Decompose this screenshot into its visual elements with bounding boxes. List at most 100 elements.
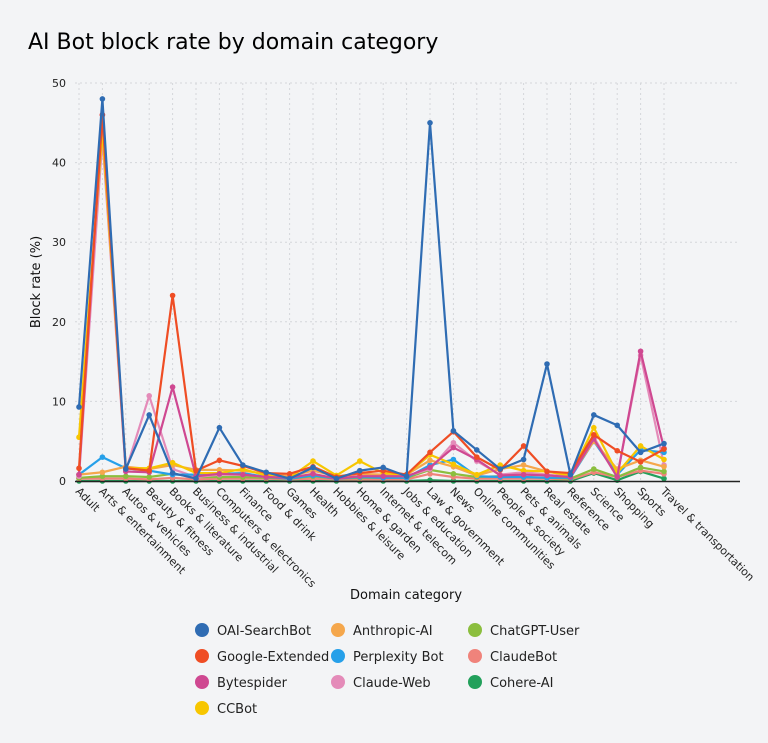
data-point [76, 404, 82, 410]
legend-marker [195, 701, 209, 715]
legend-item[interactable]: OAI-SearchBot [195, 623, 311, 639]
data-point [240, 462, 246, 468]
data-point [216, 424, 223, 431]
data-point [614, 422, 620, 429]
legend-marker [195, 675, 209, 689]
series-google-extended [76, 112, 667, 480]
data-point [661, 463, 667, 470]
data-point [544, 472, 550, 479]
legend-marker [468, 623, 482, 637]
data-point [661, 468, 667, 475]
chart-title: AI Bot block rate by domain category [28, 30, 438, 55]
y-tick-label: 50 [52, 77, 66, 90]
legend-marker [195, 649, 209, 663]
data-point [637, 449, 644, 456]
data-point [146, 467, 152, 474]
legend-label: Claude-Web [353, 676, 431, 691]
data-point [403, 473, 410, 480]
x-axis-title: Domain category [350, 588, 462, 603]
data-point [637, 459, 644, 465]
data-point [520, 443, 527, 449]
series-bytespider [76, 112, 667, 482]
legend-label: OAI-SearchBot [217, 624, 311, 639]
legend-marker [331, 649, 345, 663]
legend-label: Bytespider [217, 676, 288, 691]
data-point [310, 458, 316, 464]
legend-marker [331, 675, 345, 689]
data-point [661, 456, 667, 463]
legend-label: Perplexity Bot [353, 650, 444, 665]
data-point [450, 471, 457, 477]
data-point [520, 471, 527, 478]
data-point [216, 457, 223, 464]
series-lines [76, 96, 667, 484]
data-point [193, 467, 199, 474]
data-point [544, 468, 550, 475]
data-point [240, 471, 246, 478]
data-point [99, 473, 106, 480]
data-point [591, 466, 597, 472]
data-point [123, 473, 129, 480]
data-point [357, 467, 363, 474]
x-tick-label: Travel & transportation [657, 484, 757, 584]
y-tick-label: 40 [52, 157, 66, 170]
y-tick-label: 10 [52, 395, 66, 408]
legend-item[interactable]: Claude-Web [331, 675, 431, 691]
data-point [146, 393, 152, 399]
legend-item[interactable]: Anthropic-AI [331, 623, 433, 639]
data-point [427, 464, 433, 471]
data-point [637, 464, 644, 471]
data-point [450, 444, 457, 451]
data-point [263, 469, 270, 476]
series-line [77, 129, 665, 479]
grid [75, 82, 740, 481]
data-point [497, 462, 504, 468]
legend-item[interactable]: Cohere-AI [468, 675, 553, 691]
data-point [497, 472, 504, 479]
y-tick-label: 0 [59, 475, 66, 488]
legend-item[interactable]: Perplexity Bot [331, 649, 444, 665]
data-point [99, 454, 106, 460]
data-point [76, 471, 82, 478]
data-point [474, 454, 480, 460]
data-point [520, 467, 527, 474]
legend-label: CCBot [217, 702, 257, 717]
data-point [427, 471, 433, 477]
data-point [310, 471, 316, 477]
data-point [380, 464, 387, 471]
y-ticks: 0 10 20 30 40 50 [52, 77, 66, 488]
legend-marker [468, 675, 482, 689]
legend-item[interactable]: Bytespider [195, 675, 288, 691]
legend-item[interactable]: ChatGPT-User [468, 623, 580, 639]
data-point [380, 473, 387, 480]
legend-item[interactable]: ClaudeBot [468, 649, 557, 665]
data-point [263, 474, 270, 480]
series-line [77, 113, 665, 479]
data-point [123, 466, 129, 472]
series-line [77, 97, 665, 480]
data-point [661, 440, 667, 447]
legend-item[interactable]: Google-Extended [195, 649, 329, 665]
data-point [474, 447, 480, 453]
legend-item[interactable]: CCBot [195, 701, 257, 717]
data-point [310, 464, 316, 471]
data-point [661, 475, 667, 482]
data-point [427, 449, 433, 456]
y-tick-label: 30 [52, 236, 66, 249]
data-point [497, 466, 504, 472]
legend-label: Cohere-AI [490, 676, 553, 691]
legend-marker [331, 623, 345, 637]
data-point [450, 461, 457, 468]
data-point [99, 469, 106, 476]
data-point [286, 471, 293, 477]
data-point [567, 471, 574, 478]
data-point [614, 447, 620, 454]
data-point [474, 471, 480, 478]
data-point [614, 474, 620, 480]
legend-marker [468, 649, 482, 663]
data-point [427, 120, 433, 126]
data-point [286, 475, 293, 482]
